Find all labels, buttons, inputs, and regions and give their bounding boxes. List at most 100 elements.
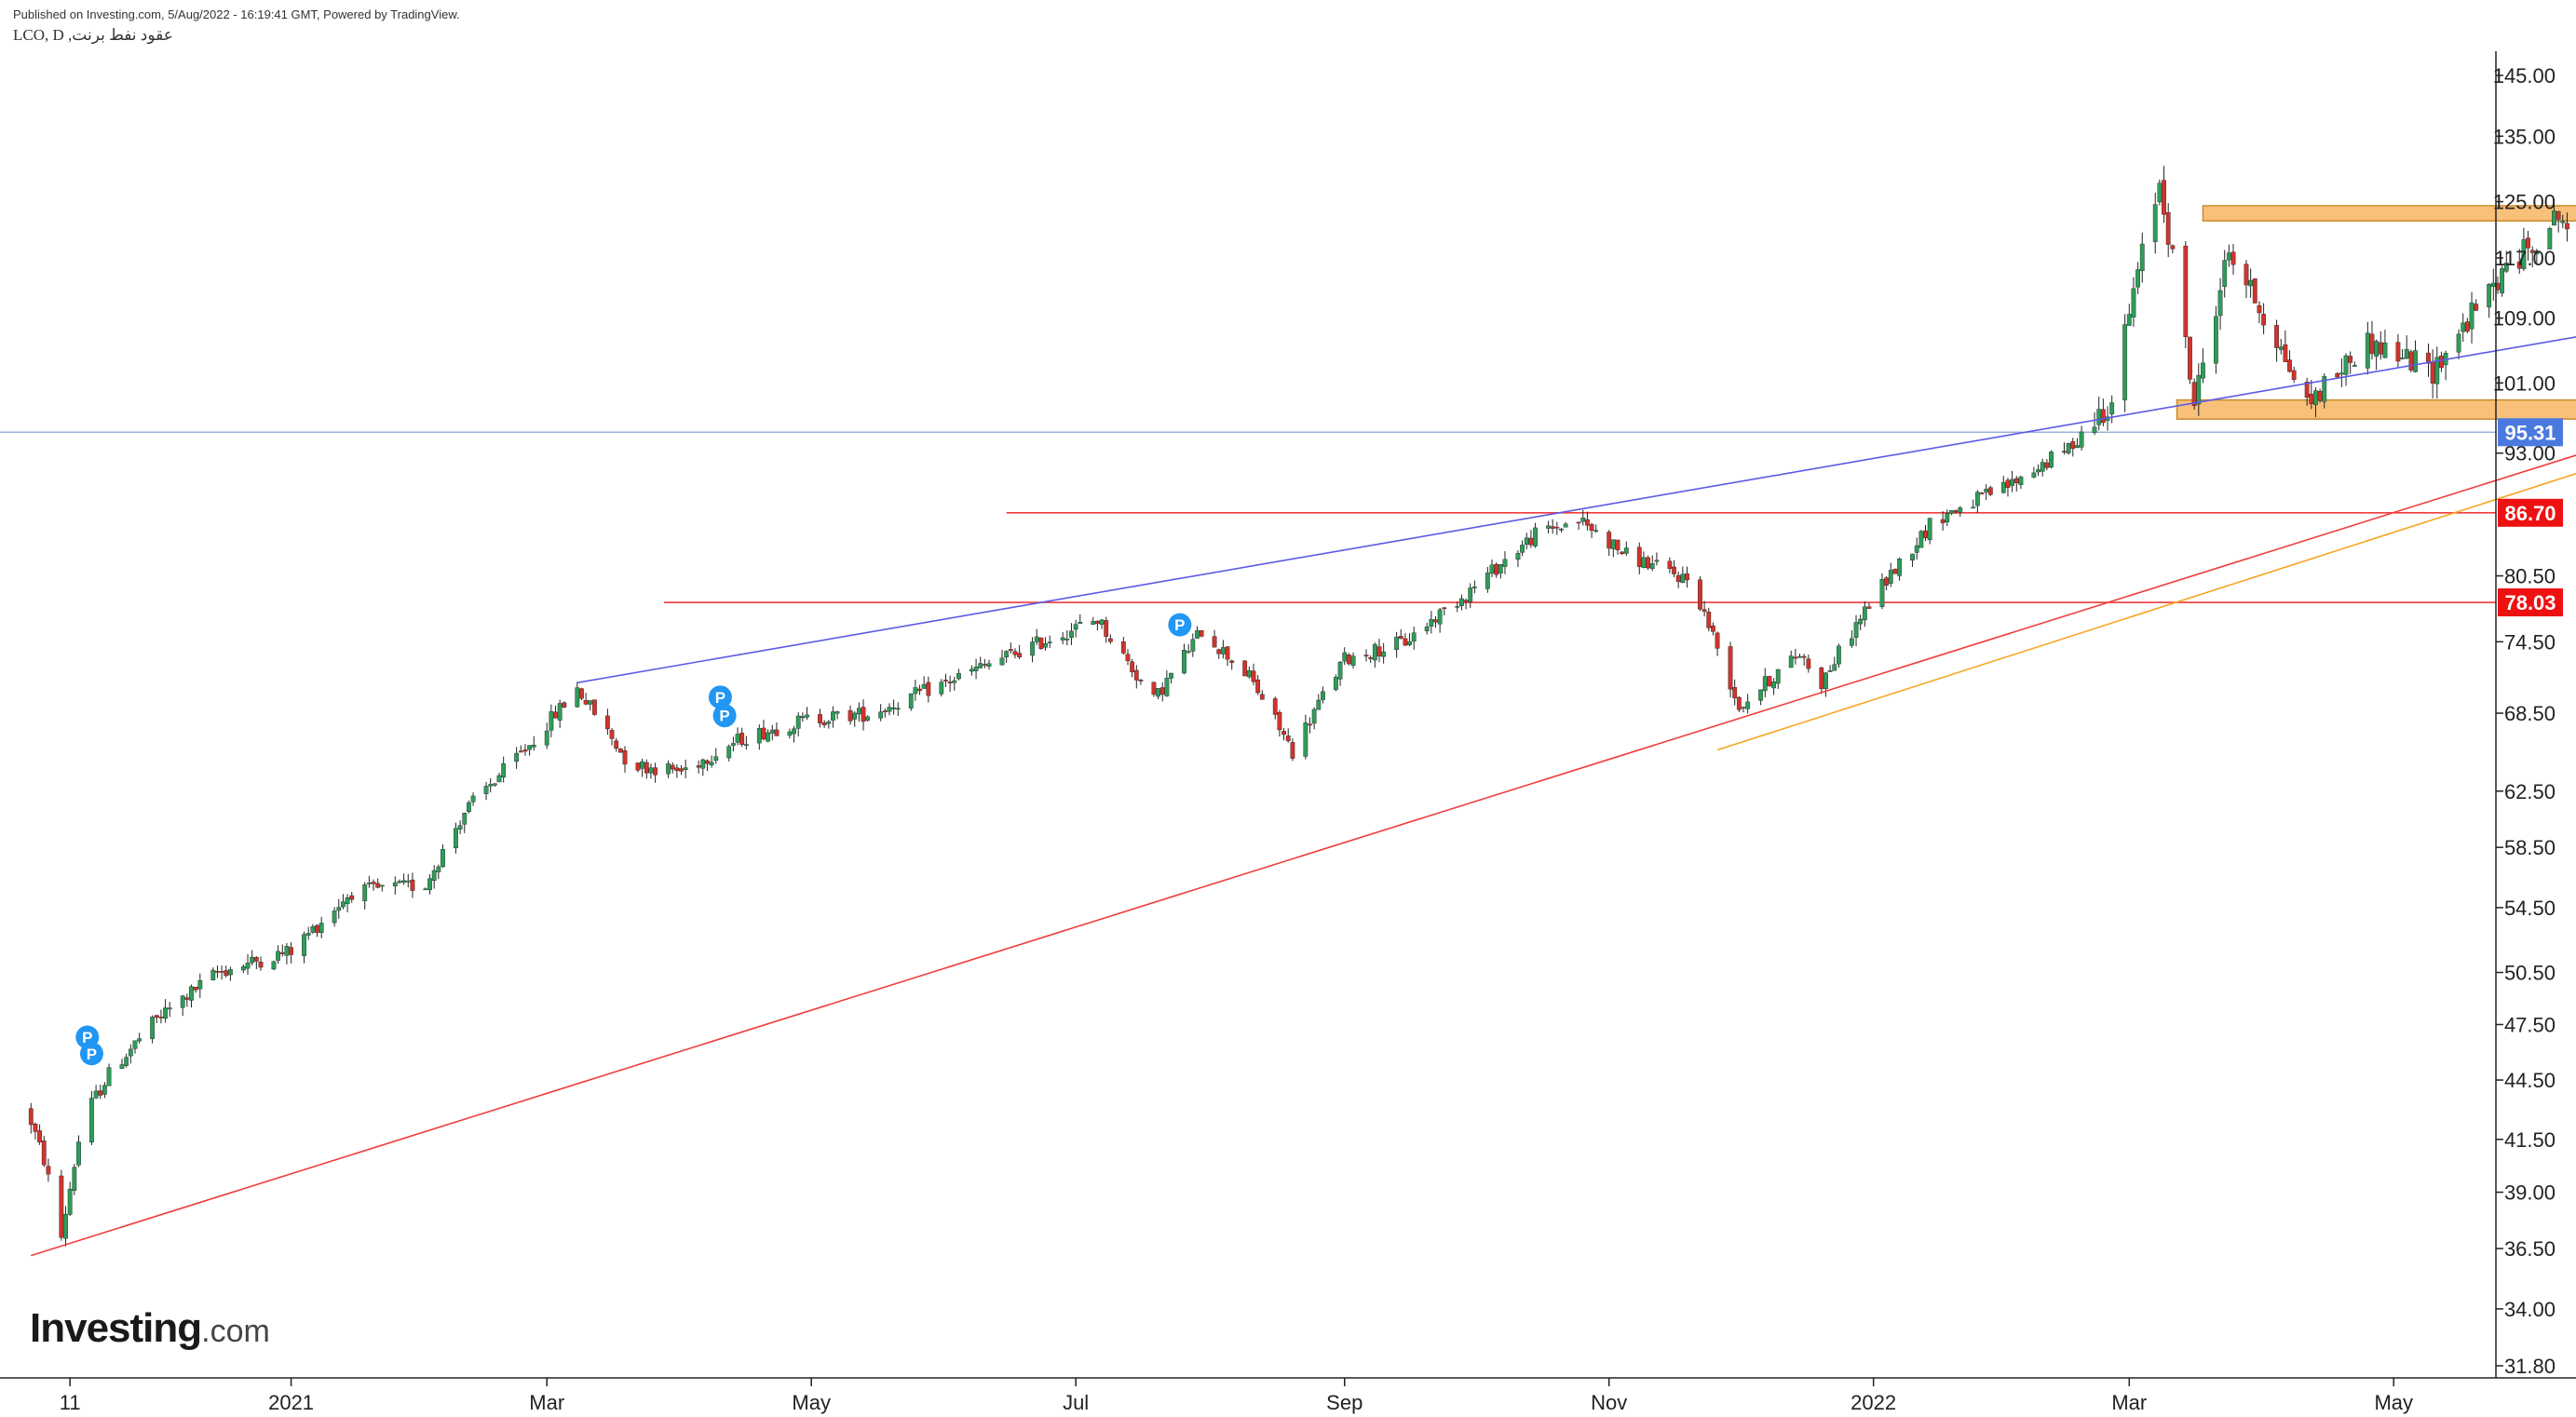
candle-body (436, 866, 441, 872)
candle-body (1078, 622, 1083, 625)
candle-body (1091, 621, 1096, 625)
candle-body (454, 828, 458, 848)
candle-body (1060, 637, 1065, 641)
candle-body (276, 951, 281, 961)
candle-body (1342, 652, 1348, 662)
candle-body (553, 711, 558, 719)
candle-body (1698, 579, 1702, 610)
candle-body (1334, 677, 1338, 690)
candle-body (2252, 278, 2257, 304)
level-price-badge: 86.70 (2498, 498, 2563, 527)
p-marker-circle (712, 704, 737, 728)
candle-body (488, 784, 494, 787)
candle-body (1711, 626, 1715, 632)
candle-body (1806, 658, 1811, 669)
candle-body (2464, 321, 2470, 332)
candle-body (150, 1017, 156, 1039)
candle-body (2261, 314, 2266, 326)
candle-body (2348, 356, 2353, 363)
candle-body (1827, 670, 1833, 672)
candle-body (2031, 472, 2037, 478)
candle-body (1099, 619, 1105, 625)
candle-body (2456, 333, 2461, 353)
candle-body (2018, 477, 2024, 485)
price-badges: 95.31 86.70 78.03 (2498, 418, 2563, 617)
candle-body (821, 722, 827, 726)
candle-body (2070, 440, 2076, 450)
candle-body (1220, 647, 1226, 655)
candle-body (1272, 698, 1278, 715)
candle-body (1321, 691, 1325, 700)
level-price-badge-bg (2498, 498, 2563, 527)
candle-body (557, 703, 563, 721)
candle-body (617, 748, 623, 753)
candle-body (2487, 284, 2492, 308)
candle-body (2278, 346, 2284, 350)
candle-body (1242, 660, 1248, 677)
candle-body (1974, 492, 1980, 506)
x-tick-label: Nov (1591, 1391, 1627, 1414)
p-marker-label: P (1174, 616, 1185, 634)
candle-body (648, 767, 654, 774)
candle-body (2565, 223, 2569, 230)
candle-body (2222, 260, 2228, 288)
candle-body (2529, 250, 2535, 253)
candle-body (1853, 622, 1859, 639)
candle-body (1832, 664, 1837, 671)
candle-body (1489, 564, 1495, 574)
candle-body (1186, 651, 1191, 654)
candle-body (1819, 668, 1824, 690)
candle-body (743, 744, 749, 746)
candle-body (739, 733, 745, 745)
candle-body (345, 897, 350, 905)
candle-body (795, 715, 801, 729)
p-marker-circle (79, 1042, 103, 1066)
p-marker: P (708, 685, 732, 709)
candle-body (319, 923, 324, 933)
x-tick-label: May (2374, 1391, 2413, 1414)
candle-body (1771, 682, 1776, 689)
candle-body (1290, 742, 1295, 759)
candle-body (1918, 531, 1924, 548)
candle-body (1164, 678, 1170, 696)
candle-body (163, 1007, 168, 1019)
candle-body (1607, 532, 1612, 549)
candle-body (1987, 487, 1993, 495)
x-tick-label: May (792, 1391, 831, 1414)
candle-body (1394, 637, 1400, 651)
candle-body (2274, 325, 2279, 348)
candle-body (93, 1090, 99, 1099)
candle-body (1195, 630, 1200, 639)
candle-body (1892, 568, 1898, 574)
candle-body (1732, 687, 1738, 698)
p-marker: P (712, 704, 737, 728)
candle-body (1788, 655, 1794, 668)
candle-body (397, 881, 402, 884)
candle-body (1715, 632, 1720, 649)
candle-body (1442, 607, 1447, 610)
candle-body (1125, 654, 1131, 661)
candle-body (2490, 282, 2496, 288)
candle-body (895, 708, 901, 710)
candle-body (852, 712, 858, 720)
candle-body (1064, 638, 1070, 641)
candle-body (379, 884, 385, 887)
candle-body (2049, 452, 2054, 468)
candle-body (1229, 660, 1235, 663)
candle-body (1398, 635, 1403, 640)
candle-body (2244, 263, 2249, 286)
support-resistance-zones (2176, 205, 2576, 420)
candle-body (1623, 547, 1629, 554)
x-tick-label: Jul (1063, 1391, 1089, 1414)
candle-body (522, 749, 528, 752)
current-price-badge-label: 95.31 (2504, 421, 2556, 444)
logo-suffix: .com (201, 1314, 270, 1349)
candle-body (1897, 559, 1902, 576)
candle-body (679, 768, 684, 772)
candle-body (818, 714, 822, 723)
candle-body (341, 901, 346, 908)
candle-body (956, 673, 961, 680)
candle-body (635, 762, 641, 771)
candle-body (609, 730, 615, 739)
